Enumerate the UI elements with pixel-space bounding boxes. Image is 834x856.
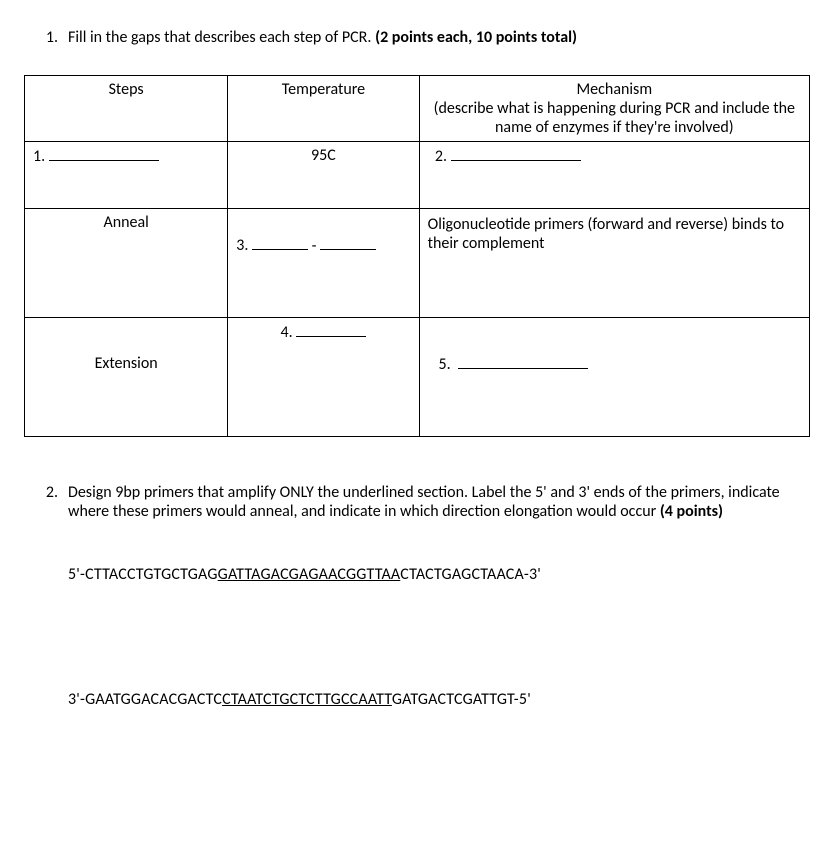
blank-3-label: 3.: [236, 236, 248, 255]
blank-3-line-b: [320, 235, 376, 250]
question-2-text: Design 9bp primers that amplify ONLY the…: [68, 483, 810, 521]
cell-step-2: Anneal: [25, 209, 228, 318]
header-steps: Steps: [25, 76, 228, 142]
question-1: 1. Fill in the gaps that describes each …: [24, 28, 810, 47]
question-2-points: (4 points): [660, 502, 723, 521]
cell-temp-2[interactable]: 3. -: [228, 209, 419, 318]
dna-sequences: 5'-CTTACCTGTGCTGAGGATTAGACGAGAACGGTTAACT…: [68, 565, 810, 709]
blank-2-line: [451, 146, 581, 161]
worksheet-page: { "colors": { "text": "#000000", "backgr…: [0, 0, 834, 749]
table-row: Extension 4. 5.: [25, 318, 810, 437]
question-1-prompt: Fill in the gaps that describes each ste…: [68, 28, 375, 47]
top-strand: 5'-CTTACCTGTGCTGAGGATTAGACGAGAACGGTTAACT…: [68, 565, 810, 584]
blank-4-line: [296, 322, 366, 337]
header-temperature: Temperature: [228, 76, 419, 142]
blank-5-label: 5.: [438, 355, 450, 374]
blank-2-label: 2.: [435, 147, 447, 166]
bottom-strand-pre: 3'-GAATGGACACGACTC: [68, 690, 222, 709]
header-mechanism-line2: (describe what is happening during PCR a…: [428, 99, 801, 137]
blank-5-line: [458, 354, 588, 369]
cell-mech-2: Oligonucleotide primers (forward and rev…: [419, 209, 809, 318]
header-mechanism: Mechanism (describe what is happening du…: [419, 76, 809, 142]
bottom-strand-post: GATGACTCGATTGT-5': [392, 690, 531, 709]
cell-step-1[interactable]: 1.: [25, 142, 228, 209]
cell-mech-3[interactable]: 5.: [419, 318, 809, 437]
bottom-strand-mid: CTAATCTGCTCTTGCCAATT: [222, 690, 392, 709]
table-row: 1. 95C 2.: [25, 142, 810, 209]
question-1-number: 1.: [24, 28, 68, 47]
question-1-points: (2 points each, 10 points total): [375, 28, 577, 47]
table-header-row: Steps Temperature Mechanism (describe wh…: [25, 76, 810, 142]
bottom-strand: 3'-GAATGGACACGACTCCTAATCTGCTCTTGCCAATTGA…: [68, 690, 810, 709]
table-row: Anneal 3. - Oligonucleotide primers (for…: [25, 209, 810, 318]
header-mechanism-line1: Mechanism: [428, 80, 801, 99]
top-strand-post: CTACTGAGCTAACA-3': [400, 565, 541, 584]
top-strand-mid: GATTAGACGAGAACGGTTAA: [218, 565, 401, 584]
blank-3-dash: -: [312, 236, 317, 255]
cell-mech-1[interactable]: 2.: [419, 142, 809, 209]
question-2: 2. Design 9bp primers that amplify ONLY …: [24, 483, 810, 521]
pcr-steps-table: Steps Temperature Mechanism (describe wh…: [24, 75, 810, 437]
top-strand-pre: 5'-CTTACCTGTGCTGAG: [68, 565, 218, 584]
strand-gap: [68, 584, 810, 690]
question-1-text: Fill in the gaps that describes each ste…: [68, 28, 810, 47]
blank-1-line: [49, 146, 159, 161]
blank-4-label: 4.: [281, 323, 293, 342]
blank-3-line-a: [252, 235, 308, 250]
blank-1-label: 1.: [33, 147, 45, 166]
question-2-number: 2.: [24, 483, 68, 521]
cell-step-3: Extension: [25, 318, 228, 437]
cell-temp-3[interactable]: 4.: [228, 318, 419, 437]
cell-temp-1: 95C: [228, 142, 419, 209]
